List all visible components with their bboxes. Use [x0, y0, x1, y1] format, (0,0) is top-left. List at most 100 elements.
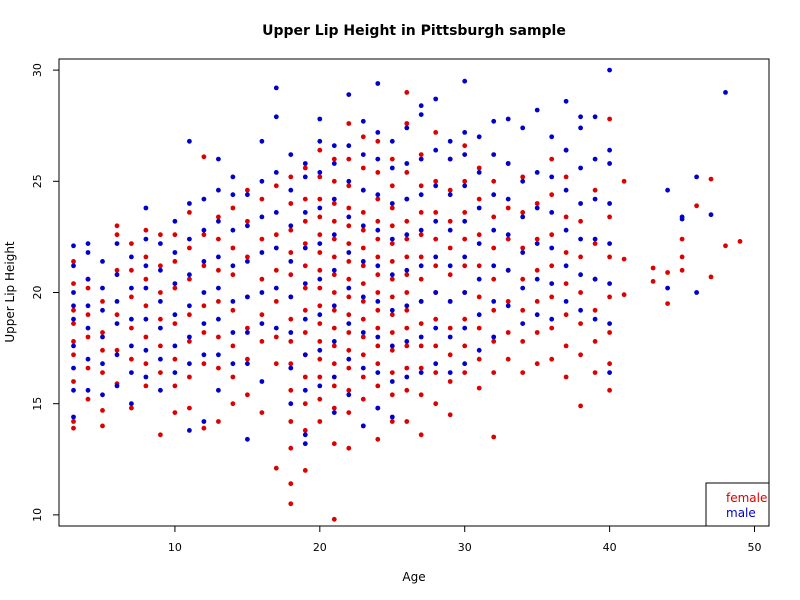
data-point-male — [317, 312, 323, 318]
data-point-male — [172, 250, 178, 255]
data-point-female — [418, 365, 424, 371]
data-point-male — [433, 218, 439, 224]
data-point-female — [462, 370, 468, 375]
data-point-female — [592, 370, 598, 375]
data-point-female — [346, 241, 352, 247]
data-point-male — [201, 196, 207, 202]
data-point-male — [476, 241, 482, 247]
data-point-female — [187, 245, 192, 251]
data-point-male — [114, 383, 120, 389]
data-point-male — [216, 316, 221, 322]
data-point-female — [621, 256, 627, 262]
data-point-male — [331, 196, 337, 202]
data-point-male — [100, 361, 105, 367]
data-point-male — [288, 365, 294, 371]
data-point-female — [650, 279, 656, 284]
data-point-male — [534, 107, 540, 113]
data-point-male — [114, 352, 120, 358]
data-point-male — [418, 112, 424, 117]
data-point-male — [216, 285, 221, 291]
data-point-male — [317, 347, 323, 353]
data-point-female — [172, 356, 178, 362]
data-point-male — [418, 299, 424, 304]
data-point-female — [114, 347, 120, 353]
data-point-female — [418, 276, 424, 282]
data-point-male — [491, 334, 497, 340]
data-point-female — [360, 281, 366, 286]
data-point-female — [549, 263, 555, 269]
data-point-male — [607, 241, 612, 247]
data-point-male — [216, 352, 221, 358]
data-point-male — [447, 156, 453, 162]
y-tick-label: 20 — [31, 286, 44, 300]
data-point-male — [216, 187, 221, 193]
data-point-male — [578, 201, 583, 206]
data-point-male — [259, 138, 265, 144]
data-point-male — [389, 414, 395, 420]
data-point-male — [665, 285, 670, 291]
data-point-male — [418, 156, 424, 162]
data-point-male — [71, 243, 76, 249]
data-point-female — [331, 178, 337, 184]
data-point-male — [360, 118, 366, 124]
data-point-male — [187, 138, 192, 144]
data-point-male — [331, 232, 337, 238]
data-point-female — [389, 156, 395, 162]
data-point-male — [273, 170, 279, 175]
data-point-male — [230, 227, 236, 233]
data-point-male — [534, 205, 540, 211]
data-point-male — [71, 290, 76, 295]
data-point-female — [389, 241, 395, 247]
data-point-male — [534, 276, 540, 282]
data-point-female — [375, 361, 381, 367]
data-point-male — [317, 276, 323, 282]
data-point-female — [520, 276, 526, 282]
data-point-male — [534, 170, 540, 175]
data-point-female — [375, 196, 381, 202]
data-point-female — [433, 236, 439, 242]
data-point-female — [389, 183, 395, 189]
data-point-female — [129, 405, 134, 411]
data-point-male — [85, 325, 91, 331]
data-point-female — [273, 183, 279, 189]
data-point-female — [491, 245, 497, 251]
data-point-male — [216, 387, 221, 393]
data-point-female — [360, 134, 366, 140]
data-point-female — [665, 301, 670, 306]
data-point-male — [433, 254, 439, 260]
data-point-female — [737, 239, 743, 244]
data-point-male — [201, 259, 207, 264]
data-point-male — [462, 361, 468, 367]
data-point-male — [158, 241, 163, 247]
data-point-female — [288, 272, 294, 278]
data-point-male — [433, 361, 439, 367]
data-point-female — [549, 192, 555, 198]
data-point-female — [331, 201, 337, 206]
data-point-female — [389, 330, 395, 335]
data-point-female — [302, 241, 308, 247]
data-point-female — [71, 281, 76, 286]
data-point-male — [723, 90, 728, 95]
data-point-male — [578, 165, 583, 171]
data-point-male — [592, 114, 598, 120]
data-point-female — [404, 121, 410, 126]
data-point-female — [129, 356, 134, 362]
data-point-male — [143, 205, 149, 211]
data-point-male — [245, 259, 250, 264]
data-point-female — [491, 276, 497, 282]
data-point-female — [708, 176, 714, 182]
data-point-male — [433, 325, 439, 331]
data-point-female — [462, 210, 468, 215]
data-point-female — [288, 339, 294, 344]
data-point-male — [462, 254, 468, 260]
data-point-male — [331, 267, 337, 273]
data-point-male — [273, 114, 279, 120]
data-point-male — [563, 227, 569, 233]
data-point-female — [273, 361, 279, 367]
data-point-female — [317, 374, 323, 380]
data-point-female — [317, 356, 323, 362]
data-point-female — [520, 339, 526, 344]
data-point-female — [143, 254, 149, 260]
data-point-female — [172, 321, 178, 326]
data-point-male — [520, 321, 526, 326]
